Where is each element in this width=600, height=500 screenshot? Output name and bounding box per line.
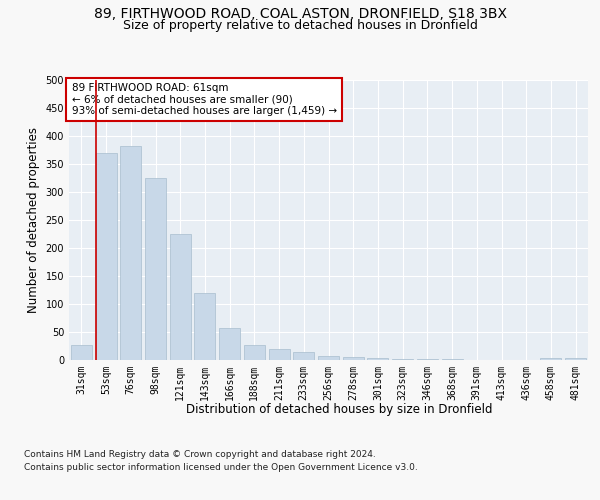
Bar bbox=[145, 178, 166, 360]
Bar bbox=[541, 358, 562, 360]
Bar bbox=[71, 345, 92, 360]
Bar bbox=[318, 356, 339, 360]
Bar bbox=[120, 146, 141, 360]
Text: 89 FIRTHWOOD ROAD: 61sqm
← 6% of detached houses are smaller (90)
93% of semi-de: 89 FIRTHWOOD ROAD: 61sqm ← 6% of detache… bbox=[71, 83, 337, 116]
Bar bbox=[269, 350, 290, 360]
Text: Size of property relative to detached houses in Dronfield: Size of property relative to detached ho… bbox=[122, 19, 478, 32]
Text: 89, FIRTHWOOD ROAD, COAL ASTON, DRONFIELD, S18 3BX: 89, FIRTHWOOD ROAD, COAL ASTON, DRONFIEL… bbox=[94, 8, 506, 22]
Text: Contains public sector information licensed under the Open Government Licence v3: Contains public sector information licen… bbox=[24, 462, 418, 471]
Bar bbox=[170, 234, 191, 360]
Bar bbox=[244, 345, 265, 360]
Bar bbox=[565, 358, 586, 360]
Text: Distribution of detached houses by size in Dronfield: Distribution of detached houses by size … bbox=[186, 402, 492, 415]
Y-axis label: Number of detached properties: Number of detached properties bbox=[27, 127, 40, 313]
Bar bbox=[392, 359, 413, 360]
Text: Contains HM Land Registry data © Crown copyright and database right 2024.: Contains HM Land Registry data © Crown c… bbox=[24, 450, 376, 459]
Bar bbox=[367, 358, 388, 360]
Bar bbox=[194, 293, 215, 360]
Bar bbox=[219, 328, 240, 360]
Bar bbox=[343, 357, 364, 360]
Bar bbox=[293, 352, 314, 360]
Bar bbox=[95, 153, 116, 360]
